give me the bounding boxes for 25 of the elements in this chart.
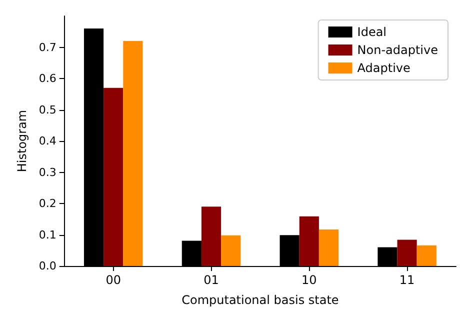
y-tick-label: 0.3 bbox=[38, 166, 56, 179]
x-tick-label: 11 bbox=[399, 273, 415, 287]
bar bbox=[318, 229, 339, 266]
y-axis-title: Histogram bbox=[15, 110, 29, 172]
bar bbox=[104, 88, 124, 266]
x-tick-label: 01 bbox=[204, 273, 219, 287]
bar bbox=[123, 41, 143, 266]
x-tick-label: 10 bbox=[302, 273, 317, 287]
y-tick-label: 0.0 bbox=[38, 260, 56, 272]
bar bbox=[416, 245, 436, 266]
y-tick-label: 0.4 bbox=[38, 134, 56, 148]
bar bbox=[299, 216, 319, 266]
x-axis-title: Computational basis state bbox=[182, 293, 339, 307]
bar bbox=[201, 206, 222, 266]
legend-label: Ideal bbox=[357, 25, 387, 39]
y-tick-label: 0.2 bbox=[38, 197, 56, 210]
y-tick-label: 0.5 bbox=[38, 103, 56, 116]
x-tick-label: 00 bbox=[106, 273, 121, 287]
y-tick-label: 0.6 bbox=[38, 72, 56, 85]
legend-label: Adaptive bbox=[357, 61, 410, 75]
bar bbox=[221, 235, 241, 266]
y-tick-label: 0.7 bbox=[38, 40, 56, 54]
y-tick-label: 0.1 bbox=[38, 228, 56, 242]
bar bbox=[397, 240, 417, 266]
legend-label: Non-adaptive bbox=[357, 43, 438, 57]
